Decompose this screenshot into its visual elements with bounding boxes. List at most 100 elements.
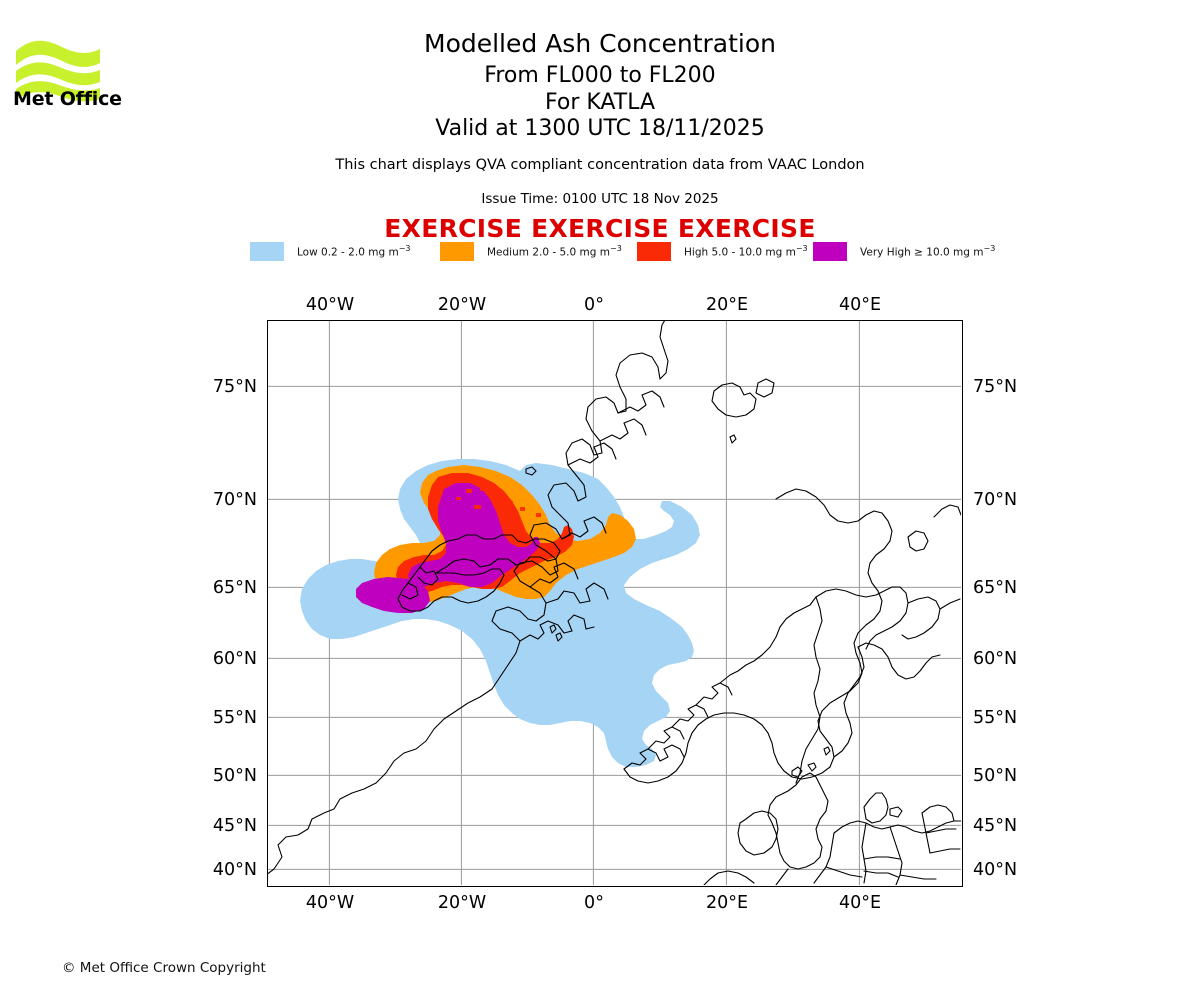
legend-swatch-2 <box>637 241 671 261</box>
lat-tick-left-5: 50°N <box>212 766 257 786</box>
lon-tick-bottom-1: 20°W <box>437 893 487 913</box>
met-office-waves-icon <box>16 40 100 102</box>
lat-tick-right-6: 45°N <box>973 816 1018 836</box>
norway-north-coast <box>719 596 817 684</box>
issue-time: Issue Time: 0100 UTC 18 Nov 2025 <box>481 191 719 207</box>
greenland-fjords <box>519 614 595 642</box>
ash-plume-group <box>300 459 700 767</box>
greenland-north <box>567 442 617 466</box>
svalbard <box>711 382 757 418</box>
iberia-coast <box>703 870 755 885</box>
ash-source-tail <box>356 577 430 613</box>
greenland-ne <box>599 418 647 442</box>
map-canvas <box>268 321 961 885</box>
greenland-fjords-3 <box>529 562 579 588</box>
legend-label-0: Low 0.2 - 2.0 mg m−3 <box>297 243 411 259</box>
finland-coast <box>857 642 941 680</box>
scandinavia-coast <box>623 488 893 784</box>
baltic-coast <box>833 646 865 758</box>
lat-tick-right-5: 50°N <box>973 766 1018 786</box>
lon-tick-top-0: 40°W <box>305 295 355 315</box>
white-sea <box>901 596 941 640</box>
legend-swatch-1 <box>440 241 474 261</box>
lon-tick-bottom-3: 20°E <box>705 893 749 913</box>
lat-tick-right-7: 40°N <box>973 860 1018 880</box>
novaya-zemlya <box>933 504 961 518</box>
greenland-far-north <box>617 390 665 414</box>
exercise-banner: EXERCISE EXERCISE EXERCISE <box>384 214 816 243</box>
faroe-islands <box>549 624 557 634</box>
estonia-border <box>921 812 927 834</box>
lat-tick-left-0: 75°N <box>212 377 257 397</box>
orkney <box>807 762 817 772</box>
lon-tick-bottom-4: 40°E <box>838 893 882 913</box>
denmark-islands <box>889 806 903 818</box>
iceland-inlets <box>417 566 439 586</box>
legend-swatch-3 <box>813 241 847 261</box>
copyright-notice: © Met Office Crown Copyright <box>62 960 266 976</box>
great-britain <box>767 772 829 870</box>
valid-time: Valid at 1300 UTC 18/11/2025 <box>435 116 765 141</box>
volcano-name: For KATLA <box>545 90 655 115</box>
alps-border <box>825 866 863 878</box>
lat-tick-left-7: 40°N <box>212 860 257 880</box>
central-europe-borders <box>863 870 899 878</box>
lat-tick-right-3: 60°N <box>973 649 1018 669</box>
lat-tick-left-4: 55°N <box>212 708 257 728</box>
svalbard-2 <box>755 378 775 398</box>
greenland-coast <box>268 321 669 875</box>
latvia-border <box>925 828 957 834</box>
ireland <box>737 810 779 856</box>
scotland-islands <box>791 766 803 778</box>
met-office-wordmark: Met Office <box>13 88 122 110</box>
novaya-zemlya-2 <box>907 530 929 552</box>
qva-note: This chart displays QVA compliant concen… <box>335 157 865 173</box>
lon-tick-bottom-0: 40°W <box>305 893 355 913</box>
iceland-coast <box>397 534 561 612</box>
greenland-fjords-4 <box>561 516 607 540</box>
faroe-islands-2 <box>555 632 563 642</box>
france-coast <box>775 868 789 885</box>
legend-item-2: High 5.0 - 10.0 mg m−3 <box>637 240 808 262</box>
legend-label-1: Medium 2.0 - 5.0 mg m−3 <box>487 243 622 259</box>
lat-tick-left-3: 60°N <box>212 649 257 669</box>
norway-fjords-4 <box>695 682 733 706</box>
concentration-legend: Low 0.2 - 2.0 mg m−3 Medium 2.0 - 5.0 mg … <box>250 240 995 262</box>
kola-peninsula <box>815 586 909 650</box>
lat-tick-right-4: 55°N <box>973 708 1018 728</box>
bear-island <box>729 434 737 444</box>
lon-tick-top-2: 0° <box>584 295 604 315</box>
flight-level-range: From FL000 to FL200 <box>484 63 716 88</box>
lat-tick-left-6: 45°N <box>212 816 257 836</box>
norway-fjords-3 <box>671 704 709 728</box>
sweden-finland-border <box>795 596 823 784</box>
page-title: Modelled Ash Concentration <box>424 29 776 58</box>
lithuania-border <box>925 832 961 854</box>
danube-border <box>899 874 937 880</box>
denmark <box>863 792 889 824</box>
nw-europe-coast <box>833 820 961 834</box>
legend-label-3: Very High ≥ 10.0 mg m−3 <box>860 243 996 259</box>
poland-border <box>889 826 903 885</box>
lat-tick-right-1: 70°N <box>973 490 1018 510</box>
ash-concentration-map[interactable] <box>267 320 963 887</box>
norway-fjords-2 <box>647 726 685 750</box>
lat-tick-left-2: 65°N <box>212 578 257 598</box>
lat-tick-left-1: 70°N <box>212 490 257 510</box>
greenland-fjords-2 <box>545 582 609 604</box>
coastline-layer <box>268 321 961 885</box>
lon-tick-bottom-2: 0° <box>584 893 604 913</box>
lat-tick-right-2: 65°N <box>973 578 1018 598</box>
jan-mayen <box>525 466 537 476</box>
met-office-logo <box>14 25 124 115</box>
shetland <box>823 746 831 756</box>
germany-poland-line <box>863 856 901 860</box>
germany-border <box>861 822 867 884</box>
legend-swatch-0 <box>250 241 284 261</box>
russia-north-coast <box>939 598 961 610</box>
iceland-inlets-2 <box>401 582 419 600</box>
legend-label-2: High 5.0 - 10.0 mg m−3 <box>684 243 808 259</box>
lat-tick-right-0: 75°N <box>973 377 1018 397</box>
lon-tick-top-4: 40°E <box>838 295 882 315</box>
baltic-states <box>921 804 955 822</box>
